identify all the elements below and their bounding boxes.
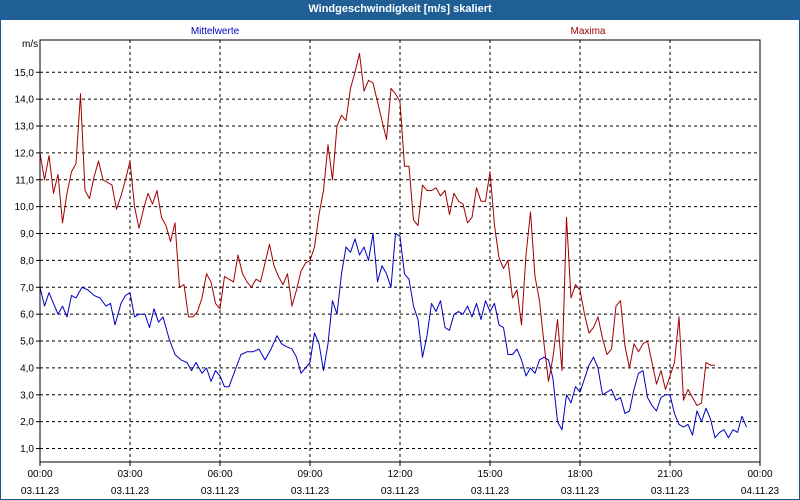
y-tick-label: 8,0 (20, 256, 34, 267)
y-tick-label: 15,0 (15, 68, 35, 79)
y-axis-unit-label: m/s (22, 39, 38, 50)
chart-title: Windgeschwindigkeit [m/s] skaliert (0, 0, 800, 20)
y-tick-label: 1,0 (20, 444, 34, 455)
x-tick-date-label: 03.11.23 (651, 486, 690, 497)
x-tick-date-label: 03.11.23 (21, 486, 60, 497)
series-line-mittelwerte (39, 233, 747, 439)
y-tick-label: 14,0 (15, 95, 35, 106)
tick-labels: 1,0 2,0 3,0 4,0 5,0 6,0 7,0 8,0 9,0 10,0 11,0 12,0 1… (15, 68, 780, 497)
y-tick-label: 7,0 (20, 283, 34, 294)
y-tick-label: 10,0 (15, 202, 35, 213)
y-tick-label: 13,0 (15, 122, 35, 133)
x-tick-date-label: 03.11.23 (471, 486, 510, 497)
x-tick-date-label: 03.11.23 (111, 486, 150, 497)
legend-mittelwerte: Mittelwerte (191, 26, 240, 37)
x-tick-time-label: 03:00 (117, 469, 142, 480)
y-tick-label: 4,0 (20, 363, 34, 374)
x-tick-date-label: 03.11.23 (201, 486, 240, 497)
series-lines (39, 52, 747, 439)
legend-maxima: Maxima (570, 26, 605, 37)
x-tick-date-label: 03.11.23 (381, 486, 420, 497)
x-tick-date-label: 03.11.23 (561, 486, 600, 497)
x-tick-time-label: 00:00 (747, 469, 772, 480)
series-line-maxima (39, 52, 715, 407)
x-tick-time-label: 12:00 (387, 469, 412, 480)
x-tick-time-label: 00:00 (27, 469, 52, 480)
y-tick-label: 3,0 (20, 390, 34, 401)
x-tick-time-label: 06:00 (207, 469, 232, 480)
x-tick-time-label: 21:00 (657, 469, 682, 480)
y-tick-label: 12,0 (15, 148, 35, 159)
x-tick-time-label: 18:00 (567, 469, 592, 480)
y-tick-label: 11,0 (15, 175, 34, 186)
y-tick-label: 9,0 (20, 229, 34, 240)
y-tick-label: 5,0 (20, 337, 34, 348)
x-tick-date-label: 03.11.23 (291, 486, 330, 497)
y-tick-label: 6,0 (20, 310, 34, 321)
x-tick-time-label: 15:00 (477, 469, 502, 480)
x-tick-date-label: 04.11.23 (741, 486, 780, 497)
x-tick-time-label: 09:00 (297, 469, 322, 480)
y-tick-label: 2,0 (20, 417, 34, 428)
